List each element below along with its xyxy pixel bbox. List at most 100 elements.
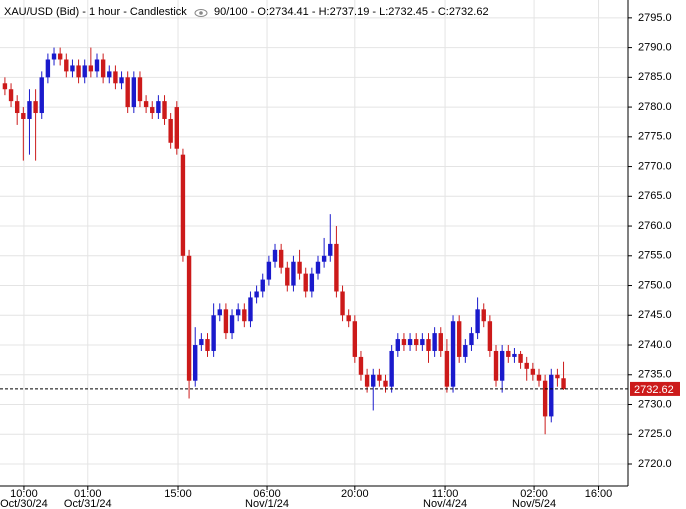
candle-body [549, 374, 554, 417]
candle-body [174, 107, 179, 149]
y-tick-label: 2745.0 [638, 309, 672, 321]
y-tick-label: 2795.0 [638, 12, 672, 24]
y-tick-label: 2785.0 [638, 71, 672, 83]
candle-body [229, 315, 235, 334]
candle-body [205, 339, 210, 351]
x-date-label: Oct/30/24 [0, 498, 48, 509]
candle-body [64, 59, 69, 72]
x-tick-label: 20:00 [341, 488, 369, 500]
candle-body [487, 321, 493, 351]
y-tick-label: 2735.0 [638, 369, 672, 381]
ohlc-info: 90/100 - O:2734.41 - H:2737.19 - L:2732.… [214, 6, 489, 18]
x-tick-label: 11:00 [432, 488, 459, 500]
candle-body [364, 374, 370, 387]
x-date-label: Nov/1/24 [245, 498, 289, 509]
candle-body [309, 273, 315, 292]
candle-body [217, 309, 222, 316]
y-tick-label: 2760.0 [638, 220, 672, 232]
candle-body [162, 101, 167, 119]
candle-body [242, 309, 247, 322]
candle-body [530, 368, 536, 375]
candle-body [432, 333, 437, 351]
candle-body [371, 374, 376, 387]
candle-body [57, 53, 63, 60]
x-date-label: Oct/31/24 [64, 498, 112, 509]
y-tick-label: 2730.0 [638, 398, 672, 410]
candle-body [303, 273, 308, 292]
candle-body [131, 77, 137, 108]
candle-body [266, 261, 272, 280]
candle-body [395, 339, 400, 351]
x-tick-label: 02:00 [520, 488, 548, 500]
candle-body [285, 267, 290, 286]
candle-body [21, 113, 26, 119]
y-tick-label: 2755.0 [638, 250, 672, 262]
candle-body [8, 89, 14, 102]
candles [2, 47, 566, 435]
y-tick-label: 2740.0 [638, 339, 672, 351]
candle-body [334, 243, 339, 292]
y-tick-label: 2775.0 [638, 131, 672, 143]
candle-body [45, 59, 51, 78]
candle-body [260, 279, 265, 292]
candle-body [143, 101, 149, 108]
eye-icon[interactable] [194, 9, 208, 17]
candle-body [536, 374, 542, 381]
y-tick-label: 2770.0 [638, 160, 672, 172]
candle-body [291, 261, 296, 286]
x-tick-label: 10:00 [10, 488, 38, 500]
y-tick-label: 2790.0 [638, 41, 672, 53]
candle-body [33, 101, 38, 114]
candle-body [186, 255, 192, 381]
candle-body [542, 380, 548, 417]
candle-body [107, 71, 112, 78]
last-price-label: 2732.62 [634, 384, 674, 396]
candle-body [70, 65, 75, 72]
candle-body [401, 339, 407, 346]
candle-body [82, 65, 87, 78]
candle-body [512, 353, 517, 357]
y-tick-label: 2765.0 [638, 190, 672, 202]
y-tick-label: 2780.0 [638, 101, 672, 113]
candle-body [297, 261, 302, 274]
candle-body [125, 77, 130, 108]
candle-body [493, 350, 499, 381]
candle-body [113, 71, 118, 84]
candle-body [321, 255, 327, 262]
candle-body [193, 345, 198, 381]
candle-body [88, 65, 94, 72]
y-tick-label: 2750.0 [638, 279, 672, 291]
x-tick-label: 06:00 [253, 488, 281, 500]
candle-body [518, 353, 523, 363]
candle-body [444, 350, 450, 387]
candle-body [358, 356, 364, 375]
candle-body [506, 350, 511, 357]
candle-body [450, 321, 456, 387]
x-tick-label: 01:00 [74, 488, 102, 500]
candle-body [315, 261, 321, 274]
candle-body [524, 362, 529, 369]
candle-body [27, 101, 32, 119]
candle-body [211, 315, 216, 351]
candle-body [223, 309, 229, 334]
y-tick-label: 2725.0 [638, 428, 672, 440]
candle-body [235, 309, 241, 316]
candle-body [420, 339, 425, 346]
candle-body [76, 65, 81, 78]
candle-body [561, 378, 566, 389]
candle-body [100, 59, 106, 78]
candle-body [414, 339, 419, 346]
candle-body [2, 83, 8, 90]
candle-body [156, 101, 161, 114]
candle-body [254, 291, 259, 298]
candle-body [407, 339, 413, 346]
candle-body [150, 107, 155, 114]
candle-body [272, 249, 278, 262]
candle-body [168, 118, 173, 143]
candle-body [499, 350, 505, 381]
candle-body [94, 59, 100, 72]
candle-body [389, 350, 394, 387]
candle-body [51, 53, 57, 60]
x-tick-label: 16:00 [585, 488, 613, 500]
candle-body [555, 374, 560, 379]
